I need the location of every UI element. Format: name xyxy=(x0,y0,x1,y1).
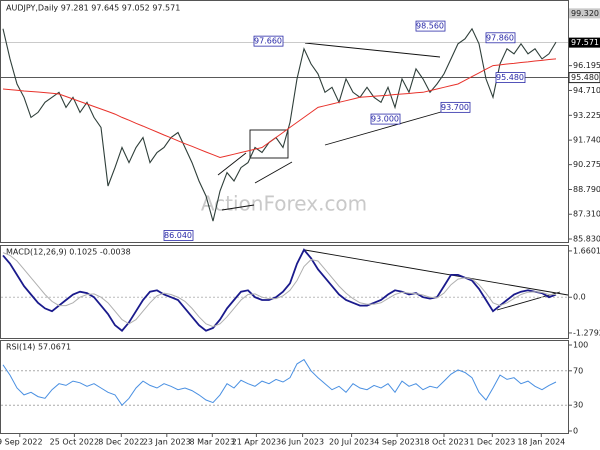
annotation: 93.000 xyxy=(371,115,399,124)
annotation-box xyxy=(370,113,401,125)
rsi-title: RSI(14) 57.0671 xyxy=(6,343,71,352)
x-tick-label: 1 Dec 2023 xyxy=(469,438,515,447)
y-tick-label: -1.2792 xyxy=(573,328,600,337)
trendlines xyxy=(217,42,569,311)
level-label: 99.320 xyxy=(571,9,599,18)
x-tick-label: 8 Mar 2023 xyxy=(189,438,235,447)
level-label-bg xyxy=(569,8,600,19)
annotation: 95.480 xyxy=(496,73,524,82)
y-tick-label: 1.6601 xyxy=(573,246,600,255)
x-tick-label: 8 Dec 2022 xyxy=(98,438,144,447)
y-tick-label: 91.740 xyxy=(573,136,600,145)
y-tick-label: 88.790 xyxy=(573,185,600,194)
y-tick-label: 90.275 xyxy=(573,160,600,169)
x-tick-label: 20 Jul 2023 xyxy=(329,438,374,447)
x-tick-label: 9 Sep 2022 xyxy=(0,438,43,447)
y-tick-label: 0.0 xyxy=(573,293,586,302)
y-tick-label: 96.195 xyxy=(573,61,600,70)
level-label-bg xyxy=(569,37,600,48)
annotation: 98.560 xyxy=(416,22,444,31)
level-label-bg xyxy=(568,72,600,84)
y-tick-label: 93.225 xyxy=(573,111,600,120)
y-tick-label: 0 xyxy=(573,427,578,436)
x-tick-label: 18 Jan 2024 xyxy=(517,438,565,447)
x-tick-label: 21 Apr 2023 xyxy=(232,438,281,447)
price-title: AUDJPY,Daily 97.281 97.645 97.052 97.571 xyxy=(6,4,180,13)
series-line xyxy=(2,248,557,332)
x-tick-label: 18 Oct 2023 xyxy=(419,438,468,447)
series-line xyxy=(2,252,556,328)
y-tick-label: 87.310 xyxy=(573,210,600,219)
macd-pane xyxy=(0,245,569,339)
annotation: 86.040 xyxy=(164,231,192,240)
y-tick-label: 30 xyxy=(573,401,583,410)
annotation: 97.660 xyxy=(254,37,282,46)
annotation-box xyxy=(415,20,446,32)
annotation: 97.860 xyxy=(486,33,514,42)
annotation-box xyxy=(440,101,471,113)
y-tick-label: 70 xyxy=(573,366,583,375)
level-label: 95.480 xyxy=(571,73,599,82)
annotation-box xyxy=(495,72,526,83)
x-tick-label: 4 Sep 2023 xyxy=(374,438,420,447)
x-tick-label: 6 Jun 2023 xyxy=(281,438,324,447)
y-tick-label: 100 xyxy=(573,341,588,350)
annotation-box xyxy=(485,32,516,44)
x-tick-label: 23 Jan 2023 xyxy=(143,438,191,447)
x-tick-label: 25 Oct 2022 xyxy=(50,438,99,447)
rsi-pane xyxy=(0,340,569,434)
price-pane xyxy=(0,0,569,243)
annotation-box xyxy=(163,230,194,241)
y-tick-label: 94.710 xyxy=(573,86,600,95)
series-line xyxy=(2,27,557,222)
series-line xyxy=(2,58,557,159)
level-label: 97.571 xyxy=(571,38,599,47)
watermark: ActionForex.com xyxy=(201,192,367,216)
macd-title: MACD(12,26,9) 0.1025 -0.0038 xyxy=(6,248,131,257)
y-tick-label: 85.830 xyxy=(573,234,600,243)
series-line xyxy=(2,358,557,406)
annotation: 93.700 xyxy=(441,103,469,112)
annotation-box xyxy=(253,35,284,47)
